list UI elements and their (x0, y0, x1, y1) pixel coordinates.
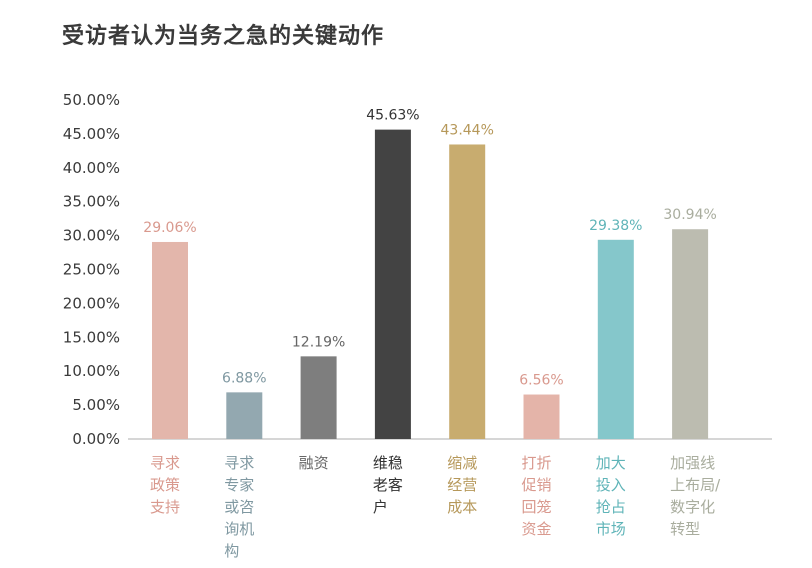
category-label: 构 (224, 542, 239, 560)
bar (449, 144, 486, 439)
data-label: 43.44% (441, 122, 494, 138)
category-label: 加大 (596, 454, 626, 472)
data-label: 12.19% (292, 334, 345, 350)
category-label: 寻求 (150, 454, 180, 472)
bar (374, 129, 411, 439)
category-label: 上布局/ (670, 476, 721, 494)
category-label: 转型 (670, 520, 700, 538)
y-tick-label: 20.00% (63, 294, 120, 312)
bar (597, 239, 634, 439)
category-label: 缩减 (447, 454, 477, 472)
bar (672, 229, 709, 439)
y-tick-label: 45.00% (63, 125, 120, 143)
data-label: 6.56% (519, 373, 563, 389)
category-label: 经营 (447, 476, 477, 494)
category-label: 加强线 (670, 454, 715, 472)
category-label: 投入 (596, 476, 626, 494)
bar (226, 392, 263, 439)
data-label: 6.88% (222, 370, 266, 386)
category-label: 专家 (224, 476, 254, 494)
y-tick-label: 10.00% (63, 362, 120, 380)
y-tick-label: 0.00% (72, 430, 120, 448)
category-label: 老客 (373, 476, 403, 494)
y-tick-label: 30.00% (63, 227, 120, 245)
category-label: 政策 (150, 476, 180, 494)
category-label: 回笼 (522, 498, 552, 516)
category-label: 市场 (596, 520, 626, 538)
bar (523, 394, 560, 439)
y-tick-label: 25.00% (63, 261, 120, 279)
category-label: 成本 (447, 498, 477, 516)
category-label: 户 (373, 498, 388, 516)
category-label: 询机 (224, 520, 254, 538)
data-label: 45.63% (366, 108, 419, 124)
category-label: 维稳 (373, 454, 403, 472)
category-label: 抢占 (596, 498, 626, 516)
category-label: 资金 (522, 520, 552, 538)
y-tick-label: 50.00% (63, 91, 120, 109)
y-tick-label: 35.00% (63, 193, 120, 211)
y-tick-label: 15.00% (63, 328, 120, 346)
data-label: 29.06% (143, 220, 196, 236)
bar (300, 356, 337, 439)
y-tick-label: 40.00% (63, 159, 120, 177)
category-label: 打折 (522, 454, 552, 472)
category-label: 促销 (522, 476, 552, 494)
category-label: 数字化 (670, 498, 715, 516)
category-label: 支持 (150, 498, 180, 516)
data-label: 29.38% (589, 218, 642, 234)
category-label: 融资 (299, 454, 329, 472)
data-label: 30.94% (663, 207, 716, 223)
category-label: 或咨 (224, 498, 254, 516)
bar (152, 241, 188, 439)
y-tick-label: 5.00% (72, 396, 120, 414)
category-label: 寻求 (224, 454, 254, 472)
chart-title: 受访者认为当务之急的关键动作 (62, 24, 385, 49)
